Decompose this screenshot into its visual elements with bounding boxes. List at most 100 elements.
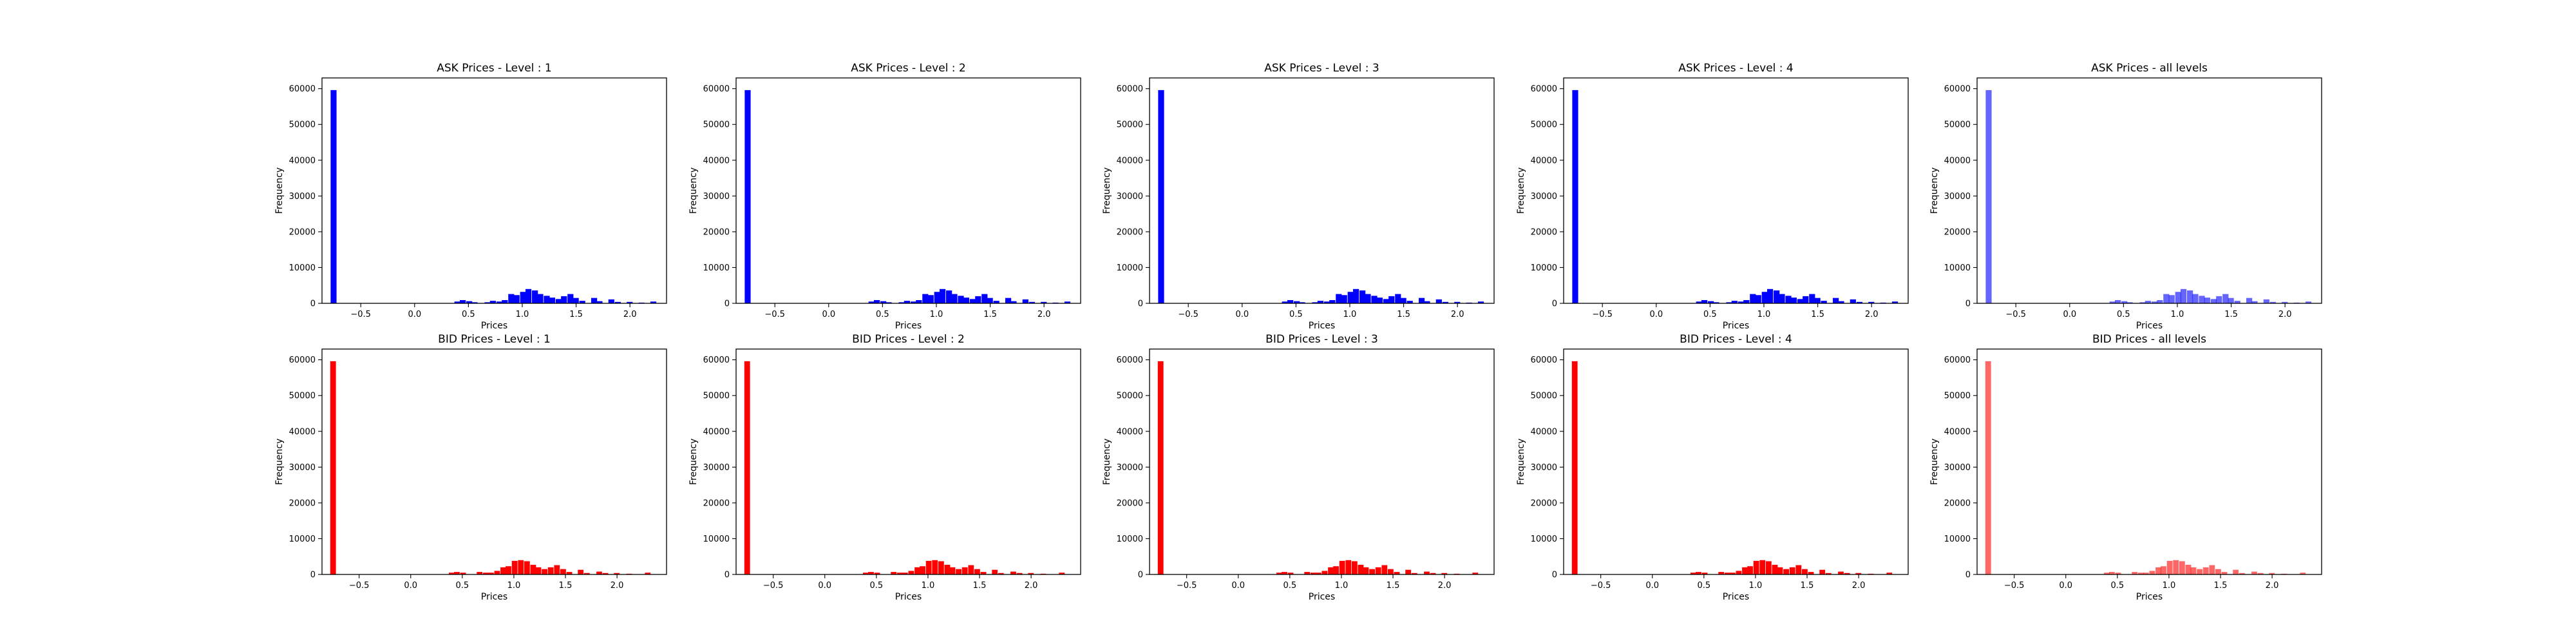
panel-title: ASK Prices - all levels (2091, 62, 2208, 75)
x-tick-label: 0.5 (456, 581, 469, 591)
histogram-bar (532, 290, 538, 303)
histogram-bar (863, 573, 869, 574)
histogram-bar (1312, 302, 1318, 303)
histogram-bar (1809, 294, 1815, 303)
histogram-bar (1690, 573, 1696, 574)
y-tick-label: 0 (724, 571, 730, 580)
x-tick-label: −0.5 (763, 581, 784, 591)
histogram-bar (981, 294, 988, 303)
histogram-bar (987, 298, 993, 303)
histogram-bar (2157, 300, 2163, 303)
histogram-bar (975, 296, 981, 303)
y-tick-label: 10000 (1531, 263, 1557, 273)
histogram-bar (1838, 301, 1844, 303)
histogram-bar (554, 565, 560, 574)
histogram-bar (2210, 299, 2217, 303)
histogram-bar (961, 567, 968, 574)
histogram-panel-10: −0.5 0.0 0.5 1.0 1.5 2.0 0 10000 20000 30000 40000… (1929, 333, 2322, 602)
y-tick-label: 10000 (1944, 263, 1971, 273)
histogram-panel-7: −0.5 0.0 0.5 1.0 1.5 2.0 0 10000 20000 30000 40000… (688, 333, 1081, 602)
panel-title: BID Prices - Level : 1 (438, 333, 551, 346)
y-tick-label: 40000 (1944, 427, 1971, 437)
histogram-bar (454, 572, 460, 574)
histogram-bar (958, 296, 964, 303)
histogram-bar (2204, 298, 2210, 303)
histogram-bar (1790, 298, 1797, 303)
y-tick-label: 60000 (1117, 355, 1143, 365)
histogram-bar (2104, 573, 2110, 574)
histogram-bar (1708, 301, 1714, 303)
histogram-bar (1777, 567, 1783, 574)
x-tick-label: −0.5 (2005, 310, 2026, 319)
histogram-bar (555, 299, 562, 303)
histogram-bar (1276, 573, 1282, 574)
histogram-bar (1795, 565, 1802, 574)
x-tick-label: 0.0 (1235, 310, 1249, 319)
y-tick-label: 60000 (1531, 84, 1557, 94)
histogram-bar (484, 302, 491, 303)
histogram-bar (1345, 560, 1352, 574)
histogram-bar (2269, 573, 2275, 574)
y-tick-label: 0 (310, 571, 316, 580)
histogram-bar (1701, 573, 1708, 574)
y-tick-label: 40000 (289, 427, 316, 437)
histogram-bar (949, 567, 956, 574)
y-tick-label: 0 (1552, 571, 1557, 580)
y-tick-label: 50000 (1531, 120, 1557, 130)
histogram-bar (500, 567, 506, 574)
y-tick-label: 40000 (289, 156, 316, 166)
histogram-bar (1724, 573, 1730, 574)
histogram-bar (914, 567, 920, 574)
x-tick-label: 1.5 (2214, 581, 2228, 591)
histogram-bar (1028, 573, 1034, 574)
y-tick-label: 10000 (703, 263, 730, 273)
y-tick-label: 50000 (703, 392, 730, 401)
plot-frame (735, 348, 1081, 575)
histogram-bar (1333, 566, 1339, 574)
histogram-bar (2216, 296, 2222, 303)
x-tick-label: −0.5 (349, 581, 370, 591)
histogram-bar (1424, 571, 1430, 574)
histogram-bar (1317, 301, 1324, 303)
x-tick-label: 1.0 (2171, 310, 2184, 319)
x-tick-label: 1.5 (1801, 581, 1814, 591)
histogram-bar (1886, 573, 1893, 574)
y-tick-label: 0 (310, 299, 316, 309)
y-tick-label: 20000 (1531, 498, 1557, 508)
x-tick-label: 1.0 (930, 310, 943, 319)
histogram-bar (1064, 301, 1071, 303)
histogram-bar (910, 301, 917, 303)
histogram-bar (542, 569, 547, 574)
y-tick-label: 40000 (1531, 156, 1557, 166)
histogram-bar (330, 361, 336, 574)
histogram-bar (511, 560, 518, 574)
histogram-bar (1430, 573, 1436, 574)
histogram-bar (1022, 299, 1028, 303)
histogram-bar (1310, 573, 1316, 574)
histogram-bar (2263, 299, 2269, 303)
x-tick-label: 0.5 (2117, 310, 2130, 319)
histogram-bar (1802, 569, 1808, 574)
y-tick-label: 30000 (289, 192, 316, 202)
histogram-bar (2221, 572, 2228, 574)
histogram-bar (2180, 289, 2187, 303)
y-axis-label: Frequency (1516, 167, 1526, 214)
histogram-bar (560, 569, 566, 574)
x-axis-label: Prices (895, 321, 922, 331)
x-tick-label: 2.0 (1451, 310, 1464, 319)
histogram-bar (1363, 567, 1369, 574)
histogram-bar (573, 298, 579, 303)
x-tick-label: 2.0 (1852, 581, 1866, 591)
histogram-bar (1571, 361, 1578, 574)
x-axis-label: Prices (895, 592, 922, 602)
x-tick-label: 2.0 (1037, 310, 1051, 319)
panel-title: ASK Prices - Level : 4 (1678, 62, 1793, 75)
histogram-bar (904, 301, 911, 303)
y-tick-label: 20000 (1944, 227, 1971, 237)
histogram-bar (1891, 301, 1899, 303)
y-tick-label: 0 (1138, 299, 1143, 309)
histogram-bar (1041, 301, 1047, 303)
histogram-bar (1731, 301, 1738, 303)
panel-title: ASK Prices - Level : 3 (1264, 62, 1379, 75)
histogram-bar (1761, 292, 1768, 303)
